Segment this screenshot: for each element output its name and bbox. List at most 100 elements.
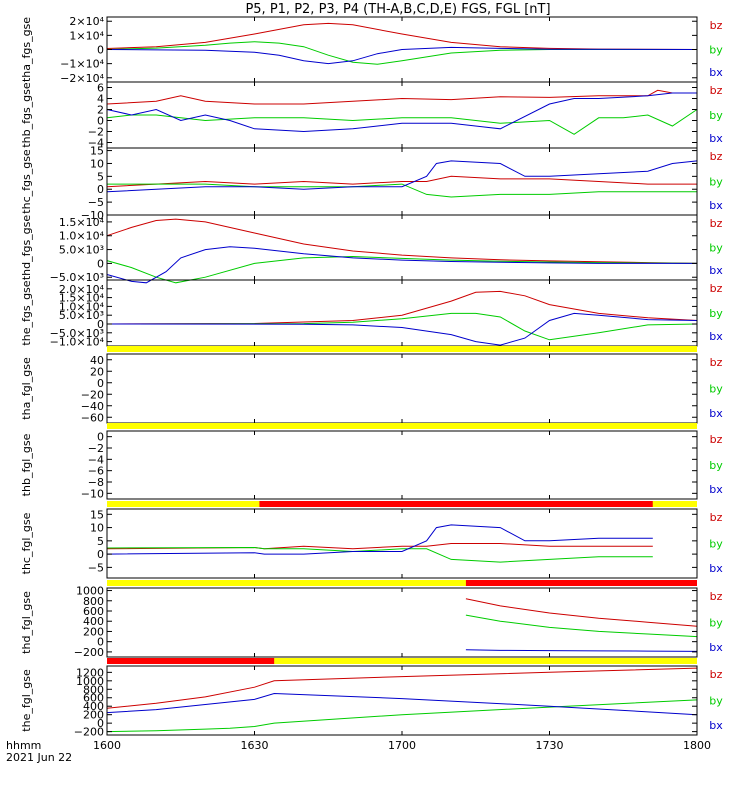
flag-bar-yellow [107, 658, 697, 664]
series-line-by [106, 255, 698, 284]
panel-frame [106, 279, 698, 347]
series-line-bx [106, 524, 653, 555]
series-line-by [106, 546, 653, 563]
y-tick-label: 600 [83, 692, 104, 705]
series-line-bz [106, 218, 698, 264]
y-tick-label: 2.0×10⁴ [59, 283, 105, 296]
legend-by: by [709, 383, 723, 396]
y-tick-label: −8 [88, 476, 104, 489]
y-tick-label: 0 [97, 717, 104, 730]
y-tick-label: 15 [90, 145, 104, 158]
legend-bz: bz [710, 511, 723, 524]
legend-bz: bz [710, 150, 723, 163]
y-tick-label: −1.0×10⁴ [50, 336, 105, 349]
x-tick-label: 1700 [388, 739, 416, 752]
y-tick-label: −20 [81, 388, 104, 401]
x-tick-label: 1630 [241, 739, 269, 752]
y-tick-label: −4 [88, 453, 104, 466]
panel-frame [106, 508, 698, 579]
y-tick-label: 0 [97, 44, 104, 57]
y-tick-label: 1000 [76, 585, 104, 598]
y-tick-label: −6 [88, 465, 104, 478]
series-line-by [106, 109, 698, 135]
y-tick-label: 1.5×10⁴ [59, 216, 105, 229]
y-tick-label: 400 [83, 615, 104, 628]
y-tick-label: 1.5×10⁴ [59, 292, 105, 305]
series-line-by [107, 183, 697, 198]
y-tick-label: 1×10⁴ [69, 29, 104, 42]
y-axis-label: tha_fgs_gse [20, 17, 33, 82]
y-tick-label: 1000 [76, 675, 104, 688]
legend-by: by [709, 176, 723, 189]
y-tick-label: 1.0×10⁴ [59, 300, 105, 313]
y-tick-label: 0 [97, 257, 104, 270]
legend-bz: bz [710, 433, 723, 446]
y-tick-label: −10 [81, 487, 104, 500]
y-tick-label: 6 [97, 82, 104, 95]
date-label: 2021 Jun 22 [6, 751, 72, 764]
y-tick-label: −5.0×10³ [50, 327, 104, 340]
series-line-bx [106, 46, 698, 65]
y-tick-label: 1200 [76, 666, 104, 679]
legend-bz: bz [710, 217, 723, 230]
y-tick-label: −5 [88, 561, 104, 574]
y-tick-label: 20 [90, 365, 104, 378]
chart-title: P5, P1, P2, P3, P4 (TH-A,B,C,D,E) FGS, F… [245, 2, 550, 17]
y-axis-label: thd_fgs_gse [20, 215, 33, 281]
y-tick-label: 0 [97, 318, 104, 331]
series-line-bx [106, 160, 698, 193]
y-tick-label: 0 [97, 115, 104, 128]
y-tick-label: 4 [97, 93, 104, 106]
y-tick-label: −2×10⁴ [60, 72, 104, 85]
legend-by: by [709, 242, 723, 255]
y-axis-label: thc_fgs_gse [20, 149, 33, 214]
y-axis-label: thc_fgl_gse [20, 512, 33, 574]
series-line-bx [106, 692, 698, 716]
y-tick-label: 0 [97, 377, 104, 390]
panel-frame [106, 430, 698, 500]
y-tick-label: 5 [97, 535, 104, 548]
legend-by: by [709, 109, 723, 122]
y-tick-label: −5.0×10³ [50, 271, 104, 284]
legend-bz: bz [710, 84, 723, 97]
y-tick-label: 15 [90, 508, 104, 521]
panel-frame [106, 214, 698, 281]
panel-frame [106, 81, 698, 149]
series-line-bz [106, 290, 698, 325]
y-tick-label: 0 [97, 183, 104, 196]
legend-bx: bx [709, 132, 723, 145]
legend-bz: bz [710, 668, 723, 681]
flag-bar-red [465, 580, 697, 586]
flag-bar-red [107, 658, 275, 664]
legend-bx: bx [709, 641, 723, 654]
flag-bar-red [259, 501, 653, 507]
y-tick-label: 5.0×10³ [59, 309, 104, 322]
y-axis-label: tha_fgl_gse [20, 357, 33, 420]
x-tick-label: 1730 [536, 739, 564, 752]
y-tick-label: −2 [88, 442, 104, 455]
y-tick-label: 800 [83, 683, 104, 696]
x-unit-label: hhmm [6, 739, 41, 752]
series-line-bz [465, 598, 698, 627]
y-tick-label: 10 [90, 522, 104, 535]
y-tick-label: 40 [90, 354, 104, 367]
y-tick-label: 200 [83, 709, 104, 722]
flag-bar-yellow [107, 423, 697, 429]
legend-bx: bx [709, 407, 723, 420]
legend-bx: bx [709, 562, 723, 575]
series-line-bx [106, 312, 698, 346]
y-tick-label: −1×10⁴ [60, 58, 104, 71]
y-tick-label: 0 [97, 636, 104, 649]
panel-thb_fgl_gse: 0−2−4−6−8−10 thb_fgl_gse bz by bx [20, 423, 723, 500]
y-tick-label: 400 [83, 700, 104, 713]
y-tick-label: 800 [83, 595, 104, 608]
series-line-bz [106, 22, 698, 50]
legend-by: by [709, 307, 723, 320]
series-line-bx [465, 649, 698, 652]
